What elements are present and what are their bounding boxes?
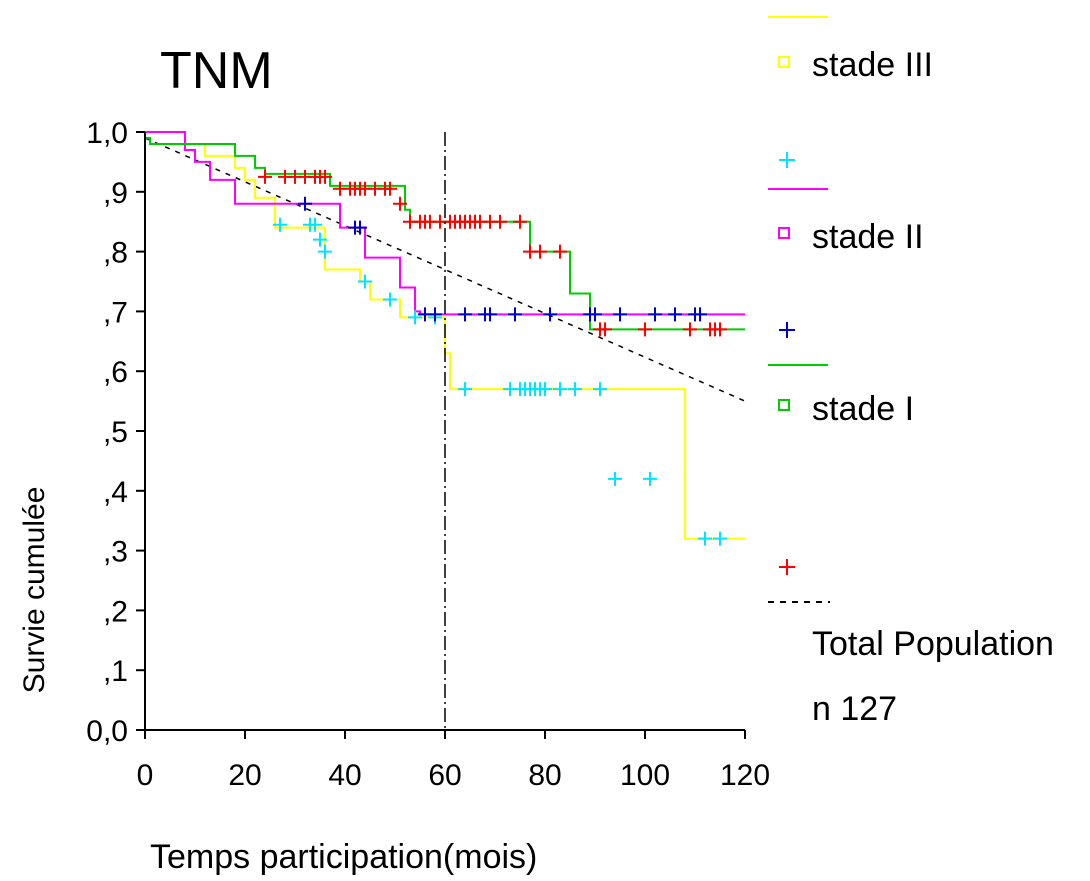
censor-mark-stade-iii <box>383 292 397 307</box>
y-tick-label: ,7 <box>103 296 128 329</box>
censor-mark-stade-iii <box>698 531 712 546</box>
censor-mark-stade-i <box>638 322 652 337</box>
censor-mark-stade-iii <box>608 471 622 486</box>
legend-marker-stade-i <box>778 399 790 411</box>
y-tick-label: ,8 <box>103 237 128 270</box>
censor-mark-stade-ii <box>428 307 442 322</box>
censor-mark-stade-ii <box>648 307 662 322</box>
x-ticks: 0 20 40 60 80 100 120 <box>137 730 770 792</box>
censor-mark-stade-i <box>493 214 507 229</box>
censor-mark-stade-ii <box>508 307 522 322</box>
censor-mark-stade-i <box>513 214 527 229</box>
y-tick-label: 0,0 <box>86 715 128 748</box>
y-tick-label: ,5 <box>103 416 128 449</box>
censor-mark-stade-ii <box>458 307 472 322</box>
x-axis-label: Temps participation(mois) <box>150 838 537 876</box>
x-tick-label: 80 <box>528 759 561 792</box>
censor-mark-stade-iii <box>308 217 322 232</box>
legend-label-stade-iii: stade III <box>812 46 933 84</box>
censor-mark-stade-i <box>318 169 332 184</box>
censor-mark-stade-iii <box>408 310 422 325</box>
x-tick-label: 60 <box>428 759 461 792</box>
censor-mark-stade-iii <box>568 382 582 397</box>
censor-mark-stade-ii <box>298 196 312 211</box>
censor-mark-stade-iii <box>273 217 287 232</box>
legend-censor-stade-ii <box>779 322 795 338</box>
censor-mark-stade-ii <box>693 307 707 322</box>
censor-mark-stade-iii <box>593 382 607 397</box>
legend: stade III stade II stade I Total Populat… <box>768 16 1054 728</box>
censor-mark-stade-ii <box>613 307 627 322</box>
censor-mark-stade-i <box>598 322 612 337</box>
censor-mark-stade-i <box>533 244 547 259</box>
series-line-stade-i <box>145 136 745 331</box>
x-tick-label: 100 <box>620 759 670 792</box>
x-tick-label: 20 <box>228 759 261 792</box>
y-axis-label: Survie cumulée <box>18 487 51 694</box>
series-line-stade-iii <box>145 131 745 540</box>
legend-marker-stade-iii <box>778 56 790 68</box>
censor-mark-stade-ii <box>483 307 497 322</box>
censor-mark-stade-iii <box>553 382 567 397</box>
censor-mark-stade-iii <box>458 382 472 397</box>
legend-sublabel-total-population: n 127 <box>812 690 897 728</box>
censor-mark-stade-iii <box>538 382 552 397</box>
censor-mark-stade-iii <box>713 531 727 546</box>
y-tick-label: 1,0 <box>86 117 128 150</box>
y-tick-label: ,2 <box>103 595 128 628</box>
censor-mark-stade-iii <box>643 471 657 486</box>
legend-censor-stade-i <box>779 559 795 575</box>
censor-mark-stade-i <box>713 322 727 337</box>
censor-mark-stade-i <box>258 169 272 184</box>
censor-mark-stade-iii <box>318 244 332 259</box>
censor-mark-stade-ii <box>353 220 367 235</box>
legend-label-total-population: Total Population <box>812 625 1054 663</box>
y-tick-label: ,4 <box>103 476 128 509</box>
legend-censor-stade-iii <box>779 152 795 168</box>
censor-mark-stade-ii <box>668 307 682 322</box>
chart-title: TNM <box>160 42 273 100</box>
censor-mark-stade-i <box>393 196 407 211</box>
censor-mark-stade-i <box>683 322 697 337</box>
censor-mark-stade-ii <box>543 307 557 322</box>
legend-label-stade-i: stade I <box>812 390 914 428</box>
x-tick-label: 40 <box>328 759 361 792</box>
series-line-stade-ii <box>145 131 745 316</box>
censor-mark-stade-i <box>383 181 397 196</box>
censor-mark-stade-iii <box>313 232 327 247</box>
legend-marker-stade-ii <box>778 227 790 239</box>
censor-mark-stade-iii <box>358 274 372 289</box>
legend-label-stade-ii: stade II <box>812 218 924 256</box>
y-ticks: 0,0 ,1 ,2 ,3 ,4 ,5 ,6 ,7 ,8 ,9 1,0 <box>86 117 145 748</box>
y-tick-label: ,6 <box>103 356 128 389</box>
y-tick-label: ,3 <box>103 536 128 569</box>
y-tick-label: ,1 <box>103 655 128 688</box>
plot-area <box>144 131 746 730</box>
x-tick-label: 0 <box>137 759 154 792</box>
y-tick-label: ,9 <box>103 177 128 210</box>
censor-mark-stade-ii <box>588 307 602 322</box>
x-tick-label: 120 <box>720 759 770 792</box>
censor-mark-stade-i <box>553 244 567 259</box>
